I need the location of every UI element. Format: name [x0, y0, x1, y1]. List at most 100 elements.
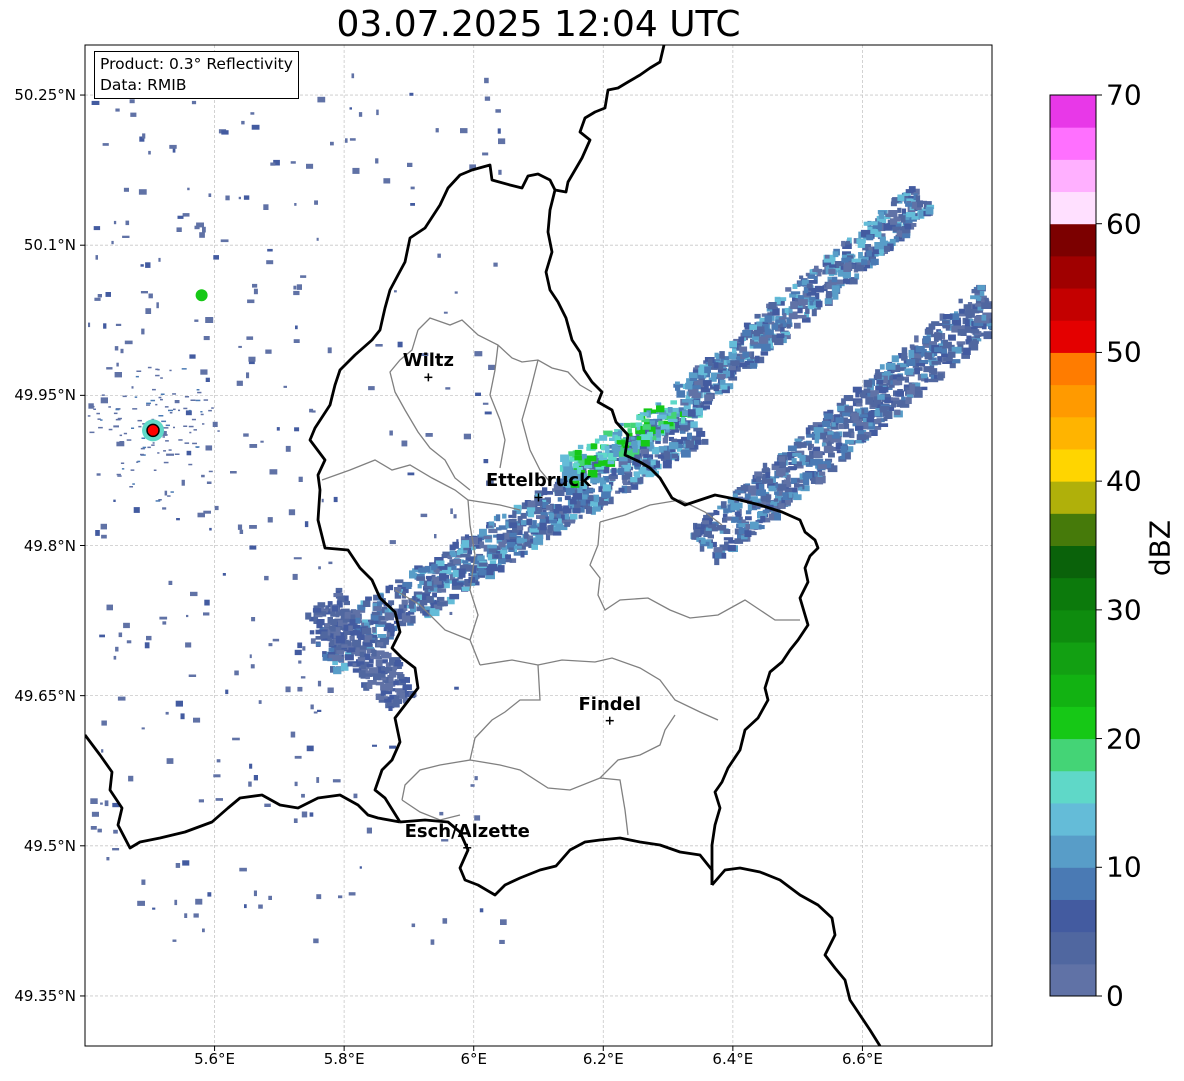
echo-cell — [842, 417, 848, 425]
echo-cell — [389, 670, 397, 678]
echo-cell — [117, 696, 126, 701]
echo-cell — [860, 229, 871, 237]
echo-cell — [896, 230, 903, 237]
echo-cell — [826, 417, 832, 423]
echo-cell — [151, 444, 155, 446]
echo-cell — [192, 442, 197, 445]
colorbar-band — [1050, 931, 1096, 965]
echo-cell — [659, 446, 667, 453]
echo-cell — [266, 260, 274, 265]
echo-cell — [906, 390, 915, 395]
echo-cell — [871, 401, 878, 407]
echo-cell — [818, 464, 827, 470]
echo-cell — [772, 334, 780, 343]
echo-cell — [535, 532, 544, 540]
echo-cell — [389, 694, 397, 702]
echo-cell — [832, 432, 840, 439]
echo-cell — [113, 829, 118, 834]
echo-cell — [897, 194, 905, 201]
echo-cell — [956, 341, 965, 345]
echo-cell — [141, 437, 146, 439]
echo-cell — [866, 250, 872, 257]
echo-cell — [129, 99, 135, 104]
echo-cell — [744, 361, 754, 366]
echo-cell — [630, 477, 638, 483]
echo-cell — [658, 420, 666, 426]
echo-cell — [601, 501, 609, 506]
echo-cell — [538, 527, 547, 535]
echo-cell — [484, 568, 494, 576]
echo-cell — [778, 503, 785, 509]
echo-cell — [246, 336, 254, 340]
map-title: 03.07.2025 12:04 UTC — [336, 4, 741, 45]
echo-cell — [106, 367, 113, 370]
echo-cell — [947, 351, 956, 358]
echo-cell — [348, 892, 356, 896]
echo-cell — [106, 857, 110, 861]
echo-cell — [708, 526, 718, 532]
colorbar-band — [1050, 867, 1096, 900]
echo-cell — [386, 683, 393, 691]
echo-cell — [883, 245, 890, 252]
echo-cell — [578, 514, 583, 519]
echo-cell — [600, 480, 607, 487]
echo-cell — [639, 412, 649, 417]
echo-cell — [616, 440, 626, 445]
echo-cell — [951, 325, 961, 333]
echo-cell — [349, 636, 354, 642]
echo-cell — [407, 162, 413, 167]
echo-cell — [389, 658, 395, 666]
echo-cell — [178, 439, 183, 441]
echo-cell — [463, 433, 471, 440]
echo-cell — [285, 445, 291, 452]
echo-cell — [709, 363, 718, 370]
echo-cell — [165, 440, 169, 442]
echo-cell — [863, 221, 870, 226]
echo-cell — [333, 496, 338, 503]
echo-cell — [176, 518, 180, 521]
echo-cell — [830, 436, 841, 443]
echo-cell — [657, 454, 665, 459]
echo-cell — [840, 445, 848, 453]
colorbar-band — [1050, 899, 1096, 933]
echo-cell — [316, 894, 322, 900]
colorbar-band — [1050, 674, 1096, 707]
echo-cell — [867, 226, 877, 234]
echo-cell — [505, 521, 512, 529]
echo-cell — [914, 335, 919, 343]
echo-cell — [401, 599, 408, 605]
echo-cell — [447, 565, 457, 571]
echo-cell — [334, 627, 341, 632]
echo-cell — [534, 495, 541, 502]
echo-cell — [552, 531, 562, 536]
echo-cell — [141, 879, 146, 885]
echo-cell — [880, 418, 885, 423]
echo-cell — [126, 640, 132, 644]
echo-cell — [764, 315, 772, 323]
echo-cell — [784, 307, 791, 313]
echo-cell — [831, 276, 838, 283]
echo-cell — [758, 513, 767, 519]
echo-cell — [377, 676, 387, 681]
echo-cell — [656, 405, 665, 413]
echo-cell — [397, 341, 403, 348]
echo-cell — [758, 336, 769, 344]
echo-cell — [761, 343, 771, 352]
colorbar-band — [1050, 448, 1096, 482]
echo-cell — [426, 595, 434, 603]
echo-cell — [276, 427, 280, 431]
echo-cell — [641, 418, 650, 423]
lon-tick-marks — [214, 1046, 863, 1051]
echo-cell — [397, 674, 405, 679]
echo-cell — [459, 568, 466, 574]
echo-cell — [912, 360, 920, 368]
echo-cell — [799, 275, 804, 280]
echo-cell — [835, 442, 843, 450]
echo-cell — [489, 525, 493, 528]
echo-cell — [971, 289, 977, 294]
echo-cell — [675, 386, 681, 391]
echo-cell — [635, 422, 643, 427]
echo-cell — [135, 375, 139, 378]
echo-cell — [727, 544, 736, 551]
echo-cell — [664, 447, 674, 452]
